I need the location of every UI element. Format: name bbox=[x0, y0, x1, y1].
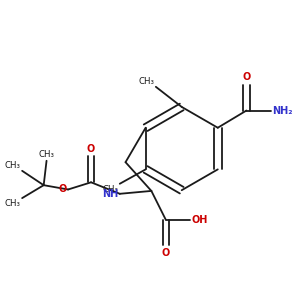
Text: CH₃: CH₃ bbox=[102, 184, 119, 194]
Text: CH₃: CH₃ bbox=[39, 150, 55, 159]
Text: CH₃: CH₃ bbox=[138, 77, 154, 86]
Text: O: O bbox=[87, 144, 95, 154]
Text: O: O bbox=[242, 72, 250, 82]
Text: O: O bbox=[59, 184, 67, 194]
Text: O: O bbox=[162, 248, 170, 258]
Text: OH: OH bbox=[191, 214, 208, 225]
Text: CH₃: CH₃ bbox=[5, 199, 21, 208]
Text: NH: NH bbox=[102, 189, 119, 199]
Text: NH₂: NH₂ bbox=[272, 106, 292, 116]
Text: CH₃: CH₃ bbox=[5, 161, 21, 170]
